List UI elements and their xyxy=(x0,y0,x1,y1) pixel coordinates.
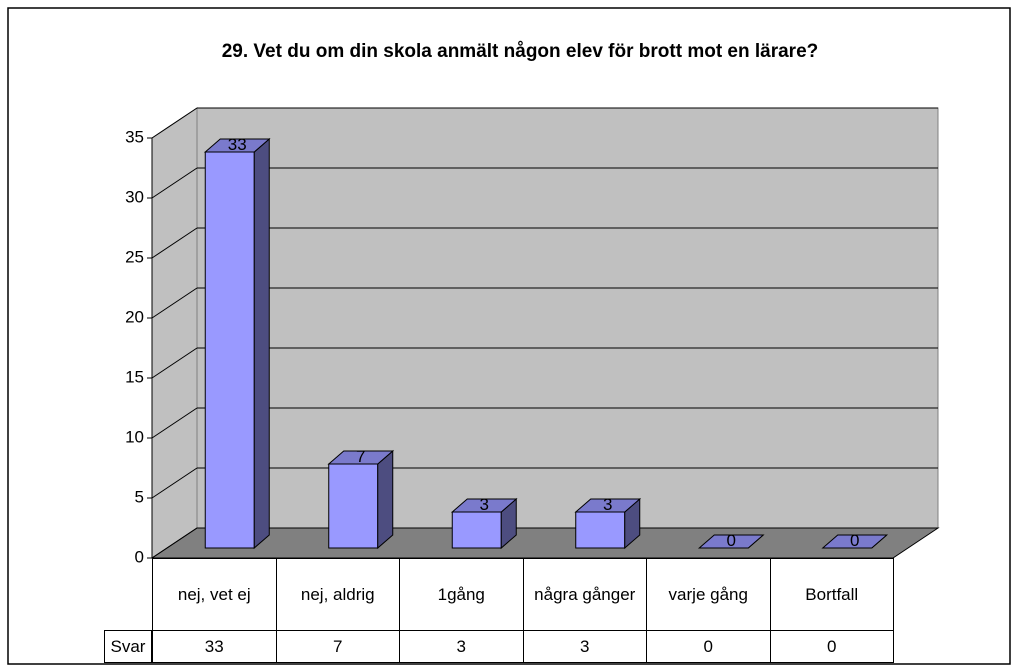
y-tick-label: 20 xyxy=(125,307,144,326)
category-label: 1gång xyxy=(399,558,524,631)
bar-top xyxy=(697,534,765,549)
bar-front xyxy=(328,463,379,549)
bar-top xyxy=(574,498,642,513)
y-tick-label: 5 xyxy=(135,487,144,506)
side-wall xyxy=(151,107,198,559)
grid-line xyxy=(151,467,198,499)
bar-side xyxy=(253,137,270,550)
back-wall xyxy=(196,107,939,529)
bar-front xyxy=(451,511,502,549)
y-tick-label: 25 xyxy=(125,247,144,266)
bar-front xyxy=(575,511,626,549)
y-tick-label: 10 xyxy=(125,427,144,446)
grid-line xyxy=(151,107,198,139)
table-value: 0 xyxy=(769,630,894,663)
table-value: 3 xyxy=(399,630,524,663)
bar-side xyxy=(377,449,394,550)
data-label: 3 xyxy=(480,495,489,514)
y-tick-label: 35 xyxy=(125,127,144,146)
bar-front xyxy=(204,151,255,549)
table-value: 3 xyxy=(522,630,647,663)
category-label: varje gång xyxy=(646,558,771,631)
grid-line xyxy=(151,347,198,379)
chart-title: 29. Vet du om din skola anmält någon ele… xyxy=(222,41,819,62)
table-value: 0 xyxy=(646,630,771,663)
grid-line xyxy=(151,527,198,559)
category-label: nej, vet ej xyxy=(152,558,277,631)
data-label: 33 xyxy=(228,135,247,154)
data-label: 7 xyxy=(356,447,365,466)
grid-line xyxy=(151,287,198,319)
category-label: några gånger xyxy=(522,558,647,631)
bar-top xyxy=(821,534,889,549)
data-label: 0 xyxy=(850,531,859,550)
category-label: nej, aldrig xyxy=(275,558,400,631)
series-name: Svar xyxy=(104,630,152,663)
table-value: 33 xyxy=(152,630,277,663)
category-label: Bortfall xyxy=(769,558,894,631)
data-label: 3 xyxy=(603,495,612,514)
bar-top xyxy=(203,138,271,153)
bar-top xyxy=(327,450,395,465)
floor xyxy=(150,527,940,559)
grid-line xyxy=(151,167,198,199)
table-value: 7 xyxy=(275,630,400,663)
y-tick-label: 0 xyxy=(135,547,144,566)
bar-top xyxy=(450,498,518,513)
data-label: 0 xyxy=(727,531,736,550)
grid-line xyxy=(151,227,198,259)
y-tick-label: 30 xyxy=(125,187,144,206)
y-tick-label: 15 xyxy=(125,367,144,386)
grid-line xyxy=(151,407,198,439)
